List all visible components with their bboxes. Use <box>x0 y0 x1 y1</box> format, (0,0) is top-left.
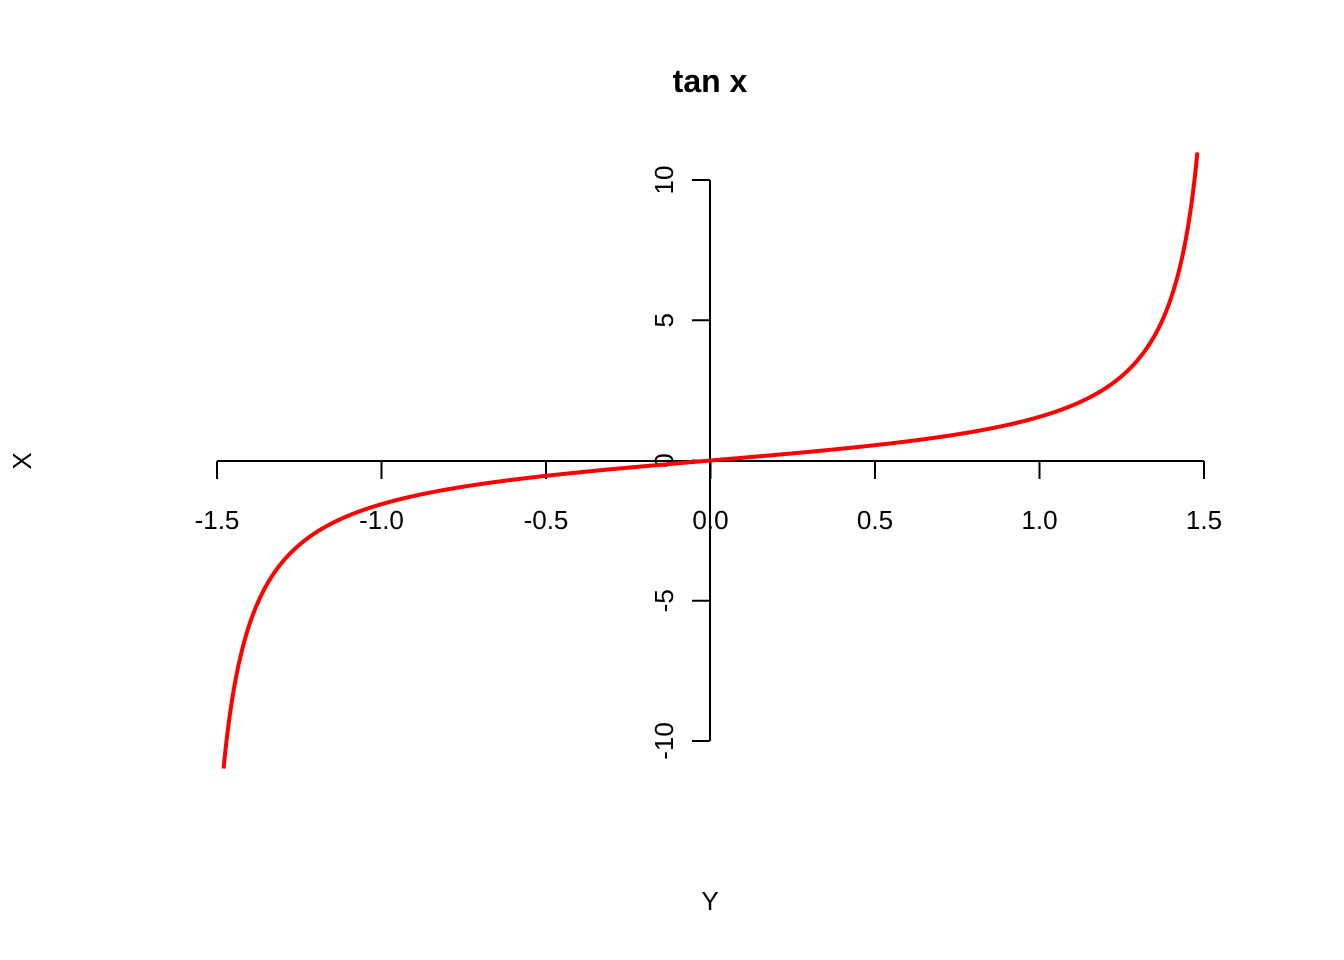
x-tick-label: 0.0 <box>692 505 728 535</box>
x-axis-ticks: -1.5 -1.0 -0.5 0.0 0.5 1.0 1.5 <box>195 461 1222 535</box>
x-tick-label: -0.5 <box>524 505 569 535</box>
x-tick-label: 0.5 <box>857 505 893 535</box>
y-tick-label: -10 <box>649 722 679 760</box>
y-tick-label: 10 <box>649 166 679 195</box>
y-axis-label: X <box>7 452 37 469</box>
x-tick-label: -1.5 <box>195 505 240 535</box>
chart-title: tan x <box>673 63 748 99</box>
x-tick-label: 1.5 <box>1186 505 1222 535</box>
series-line <box>221 152 1200 769</box>
x-axis-label: Y <box>701 886 718 916</box>
y-tick-label: -5 <box>649 589 679 612</box>
y-tick-label: 5 <box>649 313 679 327</box>
x-tick-label: 1.0 <box>1021 505 1057 535</box>
series-layer <box>221 152 1200 769</box>
